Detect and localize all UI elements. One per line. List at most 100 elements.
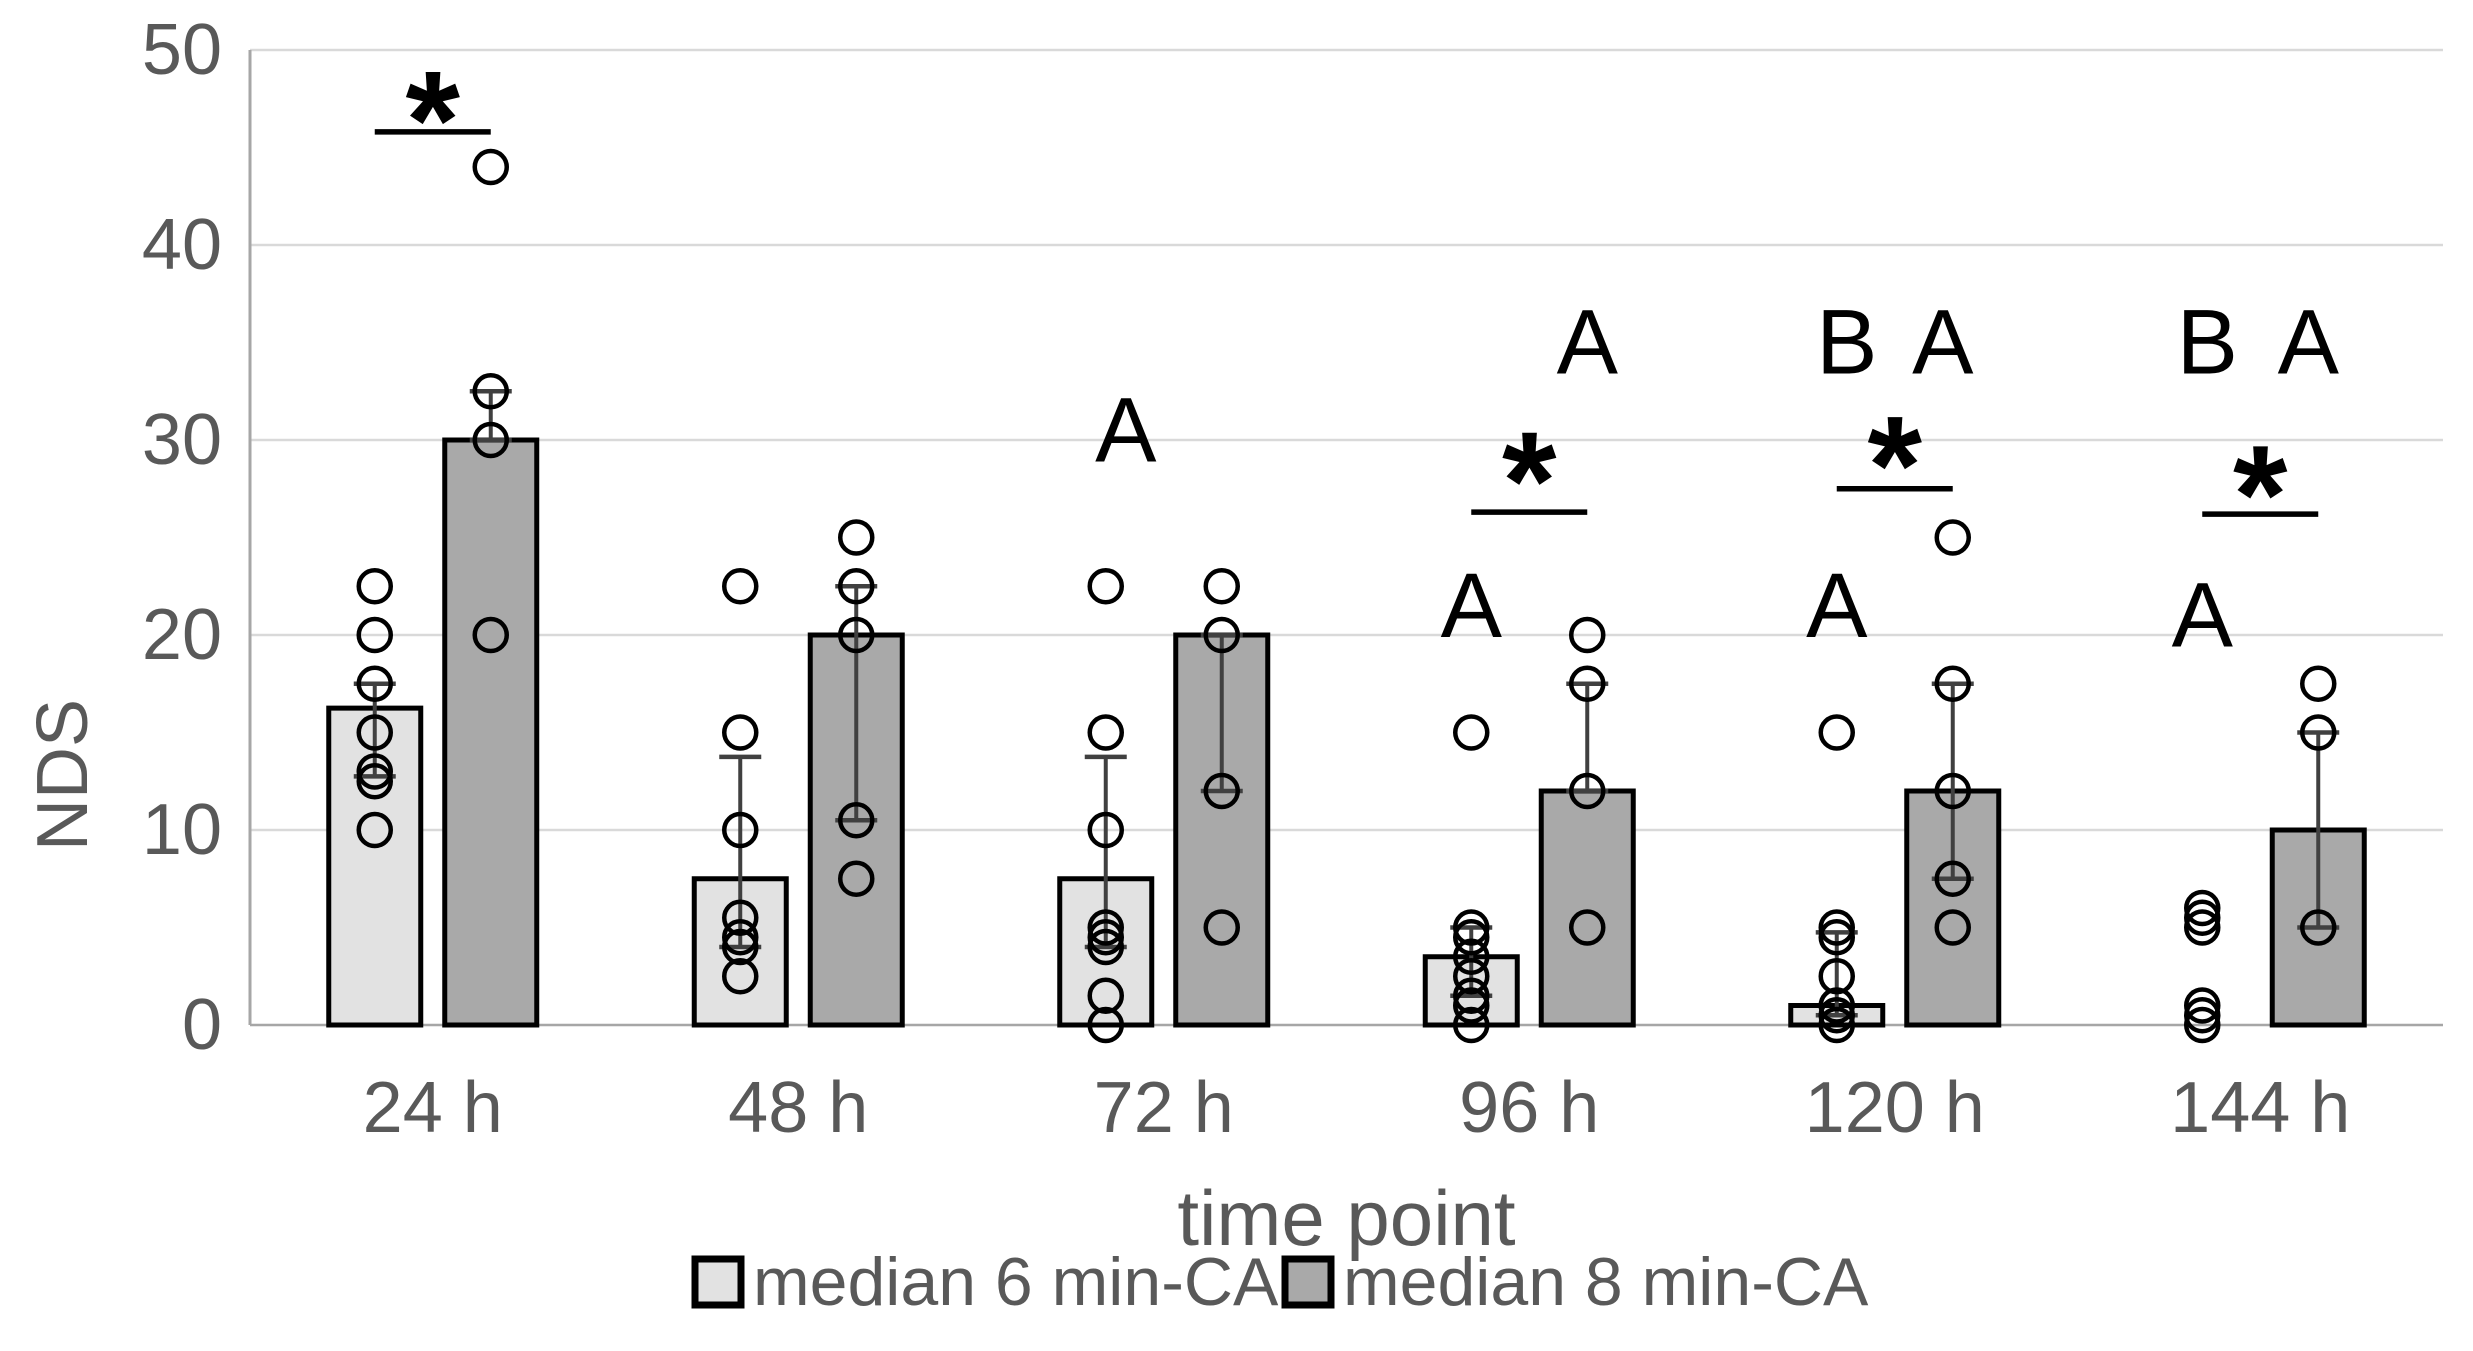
data-point: [2184, 987, 2221, 1024]
data-point: [1087, 811, 1124, 849]
data-point: [1818, 1006, 1855, 1044]
data-point: [722, 958, 759, 995]
sig-letter-A: A: [1557, 292, 1619, 394]
data-point: [722, 928, 759, 966]
data-point: [2300, 909, 2337, 946]
x-tick-label: 120 h: [1805, 1068, 1985, 1148]
sig-letter-A: A: [1806, 555, 1868, 657]
data-point: [1818, 997, 1855, 1034]
data-point: [356, 811, 393, 849]
data-point: [2184, 1006, 2221, 1044]
data-point: [838, 616, 875, 654]
data-point: [356, 714, 393, 751]
x-tick-label: 96 h: [1459, 1068, 1599, 1148]
data-point: [722, 919, 759, 956]
data-point: [1087, 909, 1124, 946]
data-point: [722, 899, 759, 936]
data-point: [1087, 714, 1124, 751]
sig-letter-A: A: [1912, 292, 1974, 394]
x-tick-label: 72 h: [1094, 1068, 1234, 1148]
x-tick-label: 24 h: [363, 1068, 503, 1148]
sig-asterisk: *: [1868, 386, 1923, 543]
data-point: [1453, 714, 1490, 751]
data-point: [722, 568, 759, 605]
y-tick-label: 40: [142, 205, 222, 285]
sig-letter-A: A: [1095, 379, 1157, 481]
sig-asterisk: *: [406, 41, 461, 198]
legend-swatch-8min: [1281, 1255, 1335, 1309]
data-point: [356, 665, 393, 702]
data-point: [2300, 714, 2337, 751]
legend-swatch-6min: [691, 1255, 745, 1309]
data-point: [1453, 958, 1490, 995]
data-point: [838, 568, 875, 605]
data-point: [722, 811, 759, 849]
sig-letter-B: B: [2177, 292, 2238, 394]
data-point: [356, 616, 393, 654]
data-point: [1453, 909, 1490, 946]
x-axis-title: time point: [1177, 1174, 1515, 1262]
data-point: [838, 519, 875, 556]
x-tick-label: 48 h: [728, 1068, 868, 1148]
data-point: [472, 148, 509, 186]
y-tick-label: 50: [142, 10, 222, 90]
data-point: [472, 373, 509, 410]
data-point: [1087, 1006, 1124, 1044]
data-point: [2184, 997, 2221, 1034]
data-point: [1087, 977, 1124, 1014]
data-point: [1818, 987, 1855, 1024]
data-point: [1569, 909, 1606, 946]
sig-asterisk: *: [1502, 402, 1557, 559]
sig-letter-A: A: [2278, 292, 2340, 394]
x-tick-label: 144 h: [2170, 1068, 2350, 1148]
y-tick-label: 20: [142, 595, 222, 675]
data-point: [2184, 909, 2221, 946]
sig-letter-A: A: [2172, 565, 2234, 667]
data-point: [1453, 987, 1490, 1024]
legend-label-6min: median 6 min-CA: [753, 1244, 1279, 1320]
data-point: [1203, 616, 1240, 654]
data-point: [1818, 714, 1855, 751]
data-point: [838, 802, 875, 839]
sig-letter-B: B: [1816, 292, 1877, 394]
bar-median-8min: [1173, 632, 1271, 1028]
y-axis-title: NDS: [23, 699, 103, 851]
bar-median-8min: [1538, 788, 1636, 1028]
data-point: [838, 860, 875, 897]
data-point: [1087, 568, 1124, 605]
data-point: [1203, 909, 1240, 946]
data-point: [1818, 909, 1855, 946]
data-point: [1087, 919, 1124, 956]
data-point: [1453, 938, 1490, 975]
data-point: [1818, 958, 1855, 995]
legend-label-8min: median 8 min-CA: [1343, 1244, 1869, 1320]
data-point: [1569, 665, 1606, 702]
data-point: [1453, 919, 1490, 956]
data-point: [1453, 1006, 1490, 1044]
data-point: [1934, 519, 1971, 556]
data-point: [472, 616, 509, 654]
data-point: [722, 714, 759, 751]
data-point: [1818, 919, 1855, 956]
data-point: [1569, 772, 1606, 810]
y-tick-label: 30: [142, 400, 222, 480]
y-tick-label: 10: [142, 790, 222, 870]
data-point: [1934, 772, 1971, 810]
data-point: [1934, 909, 1971, 946]
data-point: [2184, 899, 2221, 936]
data-point: [1934, 665, 1971, 702]
data-point: [1203, 772, 1240, 810]
data-point: [1569, 616, 1606, 654]
data-point: [2300, 665, 2337, 702]
y-tick-label: 0: [182, 985, 222, 1065]
sig-letter-A: A: [1441, 555, 1503, 657]
data-point: [1934, 860, 1971, 897]
sig-asterisk: *: [2233, 416, 2288, 573]
data-point: [356, 753, 393, 790]
data-point: [1203, 568, 1240, 605]
data-point: [2184, 889, 2221, 927]
data-point: [472, 421, 509, 459]
bar-median-8min: [442, 437, 540, 1028]
